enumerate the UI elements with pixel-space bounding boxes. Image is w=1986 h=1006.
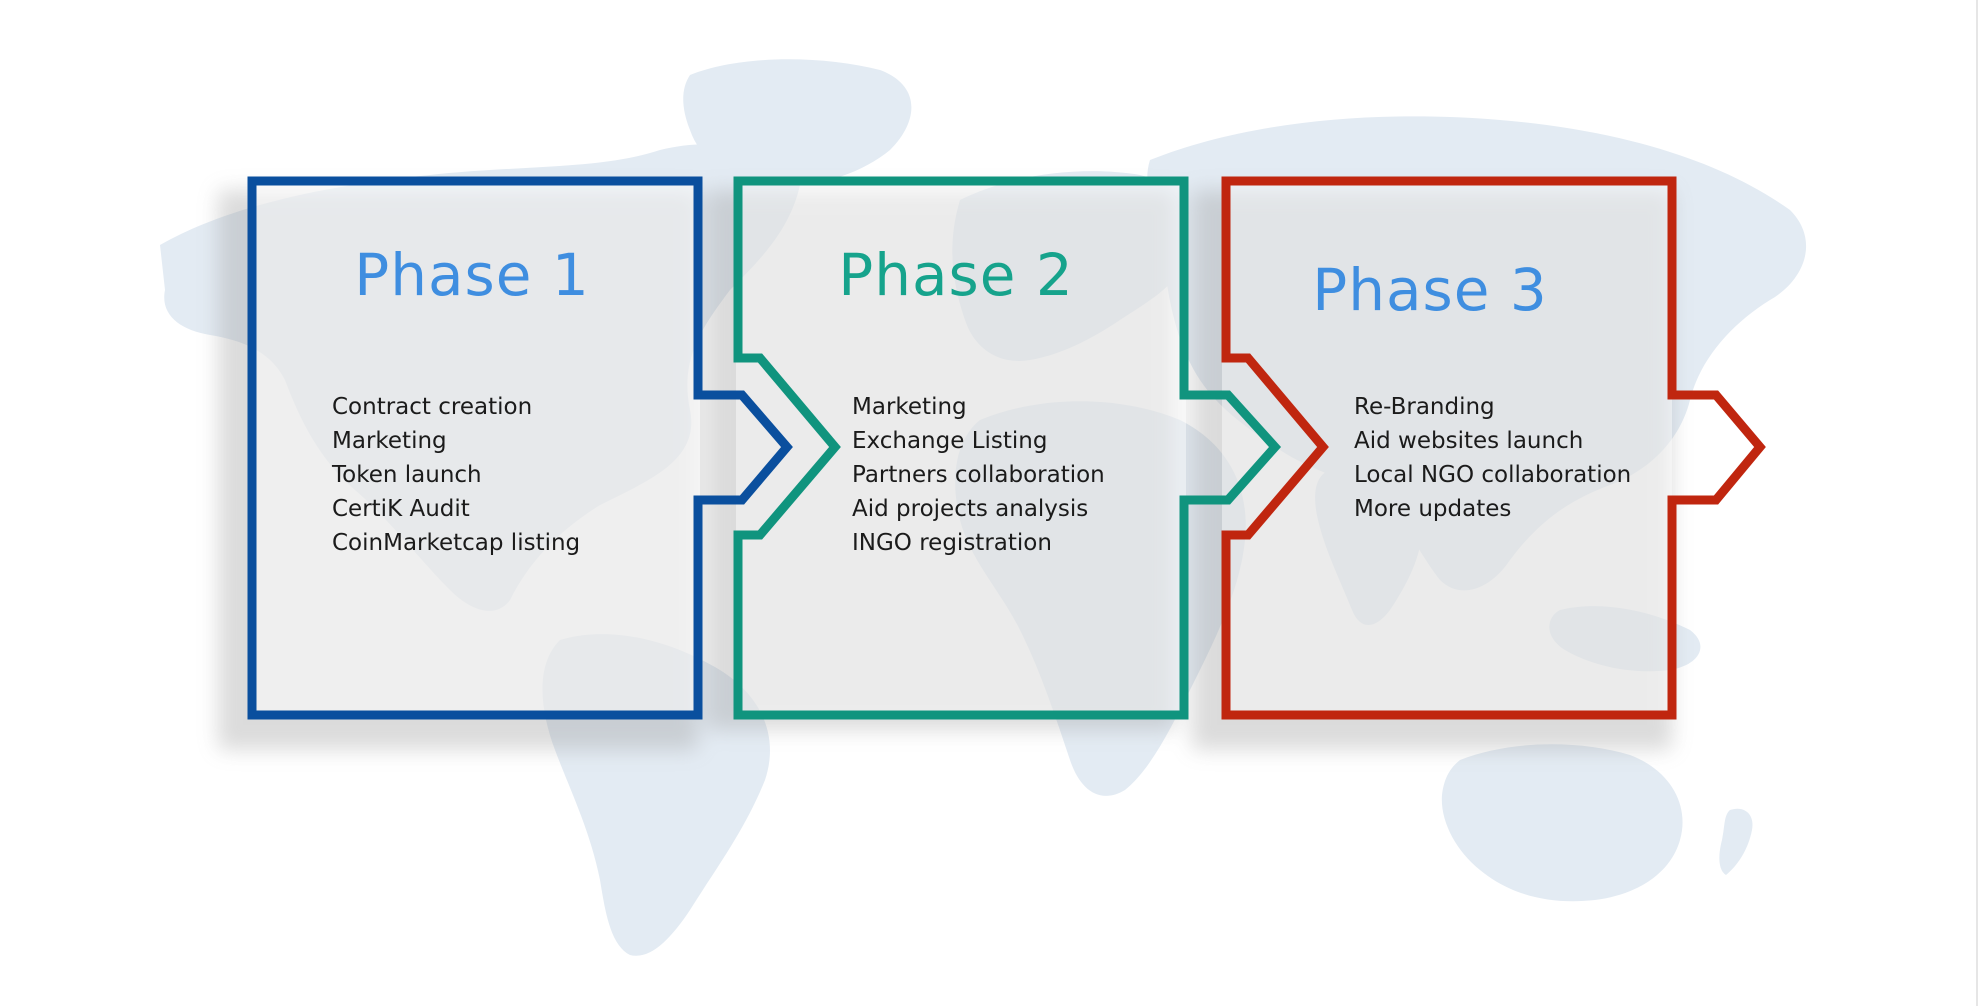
phase-3-item: Local NGO collaboration	[1354, 462, 1631, 488]
phase-2-title: Phase 2	[838, 241, 1074, 309]
right-edge-divider	[1976, 0, 1978, 1006]
phase-2-item: Marketing	[852, 394, 967, 420]
phase-3-outline	[1221, 176, 1766, 720]
phase-3-item: Re-Branding	[1354, 394, 1495, 420]
phase-1-item: CoinMarketcap listing	[332, 530, 580, 556]
phase-1-outline	[247, 176, 793, 720]
phase-1-item: Marketing	[332, 428, 447, 454]
phase-3-item: More updates	[1354, 496, 1511, 522]
phase-2-item: INGO registration	[852, 530, 1052, 556]
phase-3-title: Phase 3	[1312, 256, 1548, 324]
phase-2-item: Exchange Listing	[852, 428, 1047, 454]
phase-outlines	[247, 176, 1766, 720]
panel-backgrounds	[250, 180, 1672, 715]
map-new-zealand	[1719, 808, 1753, 875]
phase-1-items: Contract creation Marketing Token launch…	[331, 394, 580, 556]
phase-2-items: Marketing Exchange Listing Partners coll…	[852, 394, 1105, 556]
phase-1-item: Contract creation	[332, 394, 532, 420]
phase-1-item: CertiK Audit	[332, 496, 470, 522]
phase-1-title: Phase 1	[354, 241, 590, 309]
phase-3-items: Re-Branding Aid websites launch Local NG…	[1354, 394, 1631, 522]
phase-2-item: Partners collaboration	[852, 462, 1105, 488]
phase-1-item: Token launch	[331, 462, 482, 488]
phase-3-item: Aid websites launch	[1354, 428, 1583, 454]
phase-2-item: Aid projects analysis	[852, 496, 1088, 522]
phase-titles: Phase 1 Phase 2 Phase 3	[354, 241, 1548, 324]
map-greenland	[683, 59, 912, 186]
phase-2-outline	[733, 176, 1282, 720]
map-australia	[1441, 744, 1683, 902]
